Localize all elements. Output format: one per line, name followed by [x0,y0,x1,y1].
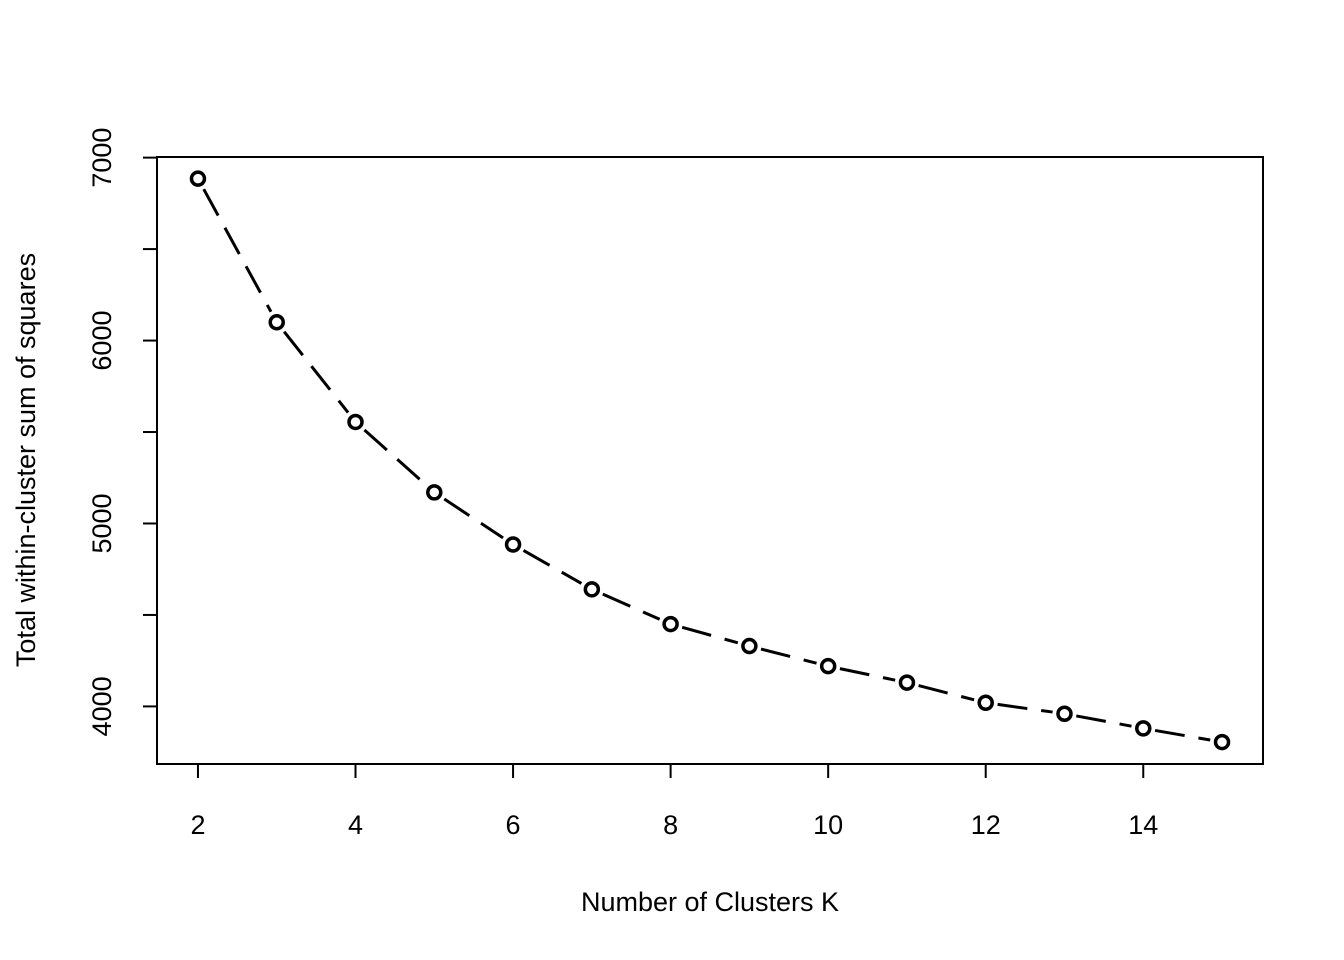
data-point [426,484,443,501]
series-line-segment [760,647,817,665]
y-tick-label: 6000 [87,311,117,371]
series-line-segment [1154,728,1211,742]
x-tick-label: 12 [971,810,1001,840]
x-tick-label: 14 [1128,810,1158,840]
data-point [741,637,758,655]
data-point [1135,720,1152,737]
y-tick-label: 4000 [87,676,117,736]
y-axis: 4000 5000 6000 7000 [87,128,158,736]
series-group [189,170,1231,751]
data-point [504,536,522,553]
y-axis-label: Total within-cluster sum of squares [11,253,41,667]
data-point [977,694,994,712]
x-axis: 2 4 6 8 10 12 14 [190,763,1158,840]
data-point [583,581,601,598]
data-point [1056,705,1073,722]
series-line-segment [363,428,427,486]
y-tick-label: 5000 [87,493,117,553]
x-tick-label: 2 [190,810,205,840]
data-point [1213,733,1231,751]
x-tick-label: 6 [506,810,521,840]
y-tick-label: 7000 [87,128,117,188]
series-line-segment [918,684,975,702]
series-line-segment [202,188,273,313]
data-point [898,674,916,691]
x-tick-label: 10 [813,810,843,840]
x-tick-label: 8 [663,810,678,840]
series-line-segment [522,549,583,585]
x-axis-label: Number of Clusters K [581,887,839,917]
series-line-segment [681,625,739,645]
data-point [189,170,207,187]
data-point [662,615,679,633]
series-line-segment [1076,714,1132,728]
series-line-segment [997,702,1053,714]
series-line-segment [839,667,896,682]
series-line-segment [443,497,504,540]
data-point [347,413,364,431]
data-point [268,314,285,331]
series-line-segment [602,592,661,621]
plot-frame [156,156,1264,765]
data-point [819,657,837,675]
x-tick-label: 4 [348,810,363,840]
series-line-segment [283,330,350,414]
